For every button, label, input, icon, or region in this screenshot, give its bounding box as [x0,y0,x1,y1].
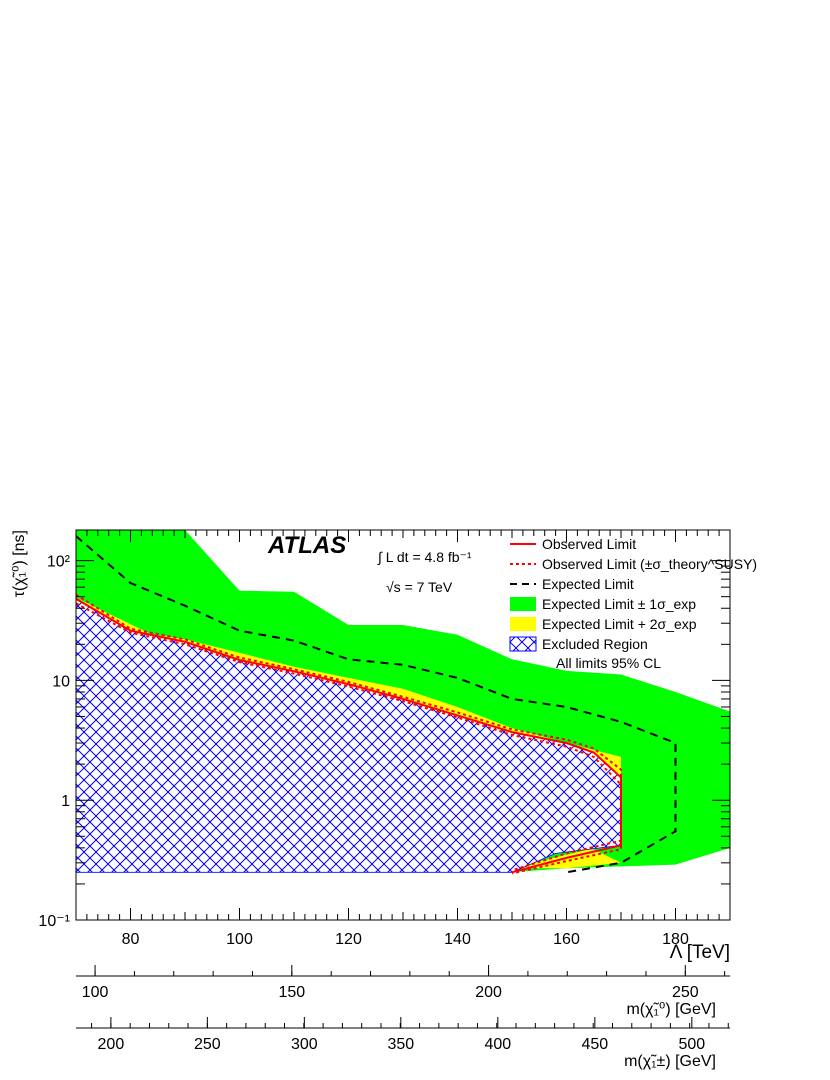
x-tick-label: 180 [662,931,689,948]
x-tick-label: 120 [335,931,362,948]
energy-text: √s = 7 TeV [386,579,453,595]
secondary-tick-label: 500 [678,1036,705,1053]
legend: Observed Limit Observed Limit (±σ_theory^… [509,536,757,652]
legend-entry-label: Expected Limit ± 1σ_exp [542,596,696,612]
legend-excluded-swatch [509,636,537,652]
x-tick-label: 100 [226,931,253,948]
secondary-axis-label: m(χ̃₁±) [GeV] [624,1053,716,1070]
secondary-tick-label: 200 [475,984,502,1001]
secondary-tick-label: 300 [291,1036,318,1053]
secondary-tick-label: 200 [98,1036,125,1053]
secondary-tick-label: 150 [278,984,305,1001]
secondary-tick-label: 350 [387,1036,414,1053]
annotations: ATLAS ∫ L dt = 4.8 fb⁻¹ √s = 7 TeV All l… [267,532,661,671]
legend-band2-swatch [510,617,536,631]
legend-entry-label: Expected Limit + 2σ_exp [542,616,697,632]
x-tick-label: 140 [444,931,471,948]
expected-limit-line [76,535,677,874]
x-tick-label: 80 [122,931,140,948]
plot-area [76,530,730,875]
x-tick-label: 160 [553,931,580,948]
secondary-axis-label: m(χ̃₁⁰) [GeV] [626,1001,716,1018]
legend-entry-label: Observed Limit (±σ_theory^SUSY) [542,556,757,572]
secondary-tick-label: 250 [194,1036,221,1053]
secondary-tick-label: 100 [82,984,109,1001]
observed-limit-line [76,597,622,874]
luminosity-text: ∫ L dt = 4.8 fb⁻¹ [377,549,472,565]
y-axis-label: τ(χ̃₁⁰) [ns] [11,530,28,597]
secondary-tick-label: 400 [484,1036,511,1053]
legend-entry-label: Expected Limit [542,576,634,592]
x-axis-label: Λ [TeV] [670,942,730,963]
atlas-label: ATLAS [267,532,346,559]
y-tick-label: 10 [52,673,70,690]
cl-text: All limits 95% CL [556,655,661,671]
secondary-tick-label: 450 [581,1036,608,1053]
legend-entry-label: Observed Limit [542,536,636,552]
legend-band1-swatch [510,597,536,611]
y-tick-label: 10² [47,554,71,571]
y-tick-label: 10⁻¹ [38,913,70,930]
legend-entry-label: Excluded Region [542,636,648,652]
y-tick-label: 1 [61,793,70,810]
secondary-tick-label: 250 [672,984,699,1001]
